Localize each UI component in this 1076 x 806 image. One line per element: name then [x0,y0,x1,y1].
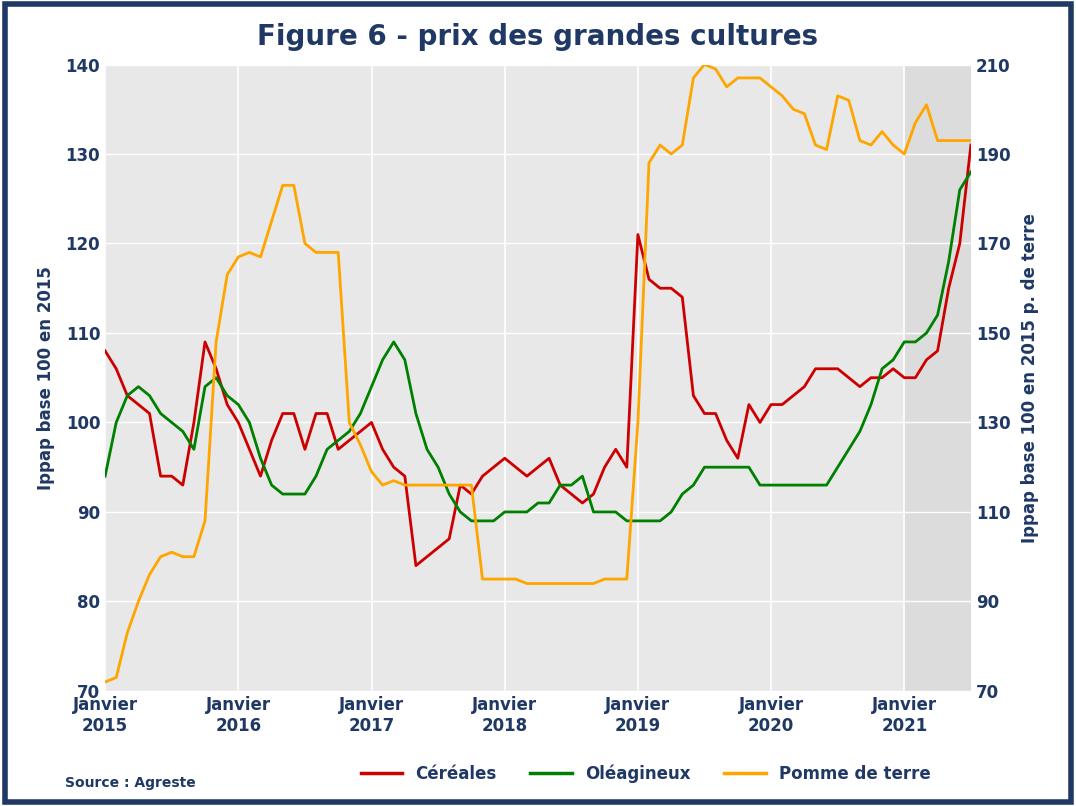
Bar [771,64,904,691]
Bar [638,64,771,691]
Bar [371,64,505,691]
Text: Source : Agreste: Source : Agreste [65,776,196,791]
Bar [105,64,238,691]
Bar [505,64,638,691]
Legend: Céréales, Oléagineux, Pomme de terre: Céréales, Oléagineux, Pomme de terre [354,758,937,790]
Y-axis label: Ippap base 100 en 2015 p. de terre: Ippap base 100 en 2015 p. de terre [1021,213,1039,542]
Title: Figure 6 - prix des grandes cultures: Figure 6 - prix des grandes cultures [257,23,819,51]
Bar [238,64,371,691]
Y-axis label: Ippap base 100 en 2015: Ippap base 100 en 2015 [37,266,55,490]
